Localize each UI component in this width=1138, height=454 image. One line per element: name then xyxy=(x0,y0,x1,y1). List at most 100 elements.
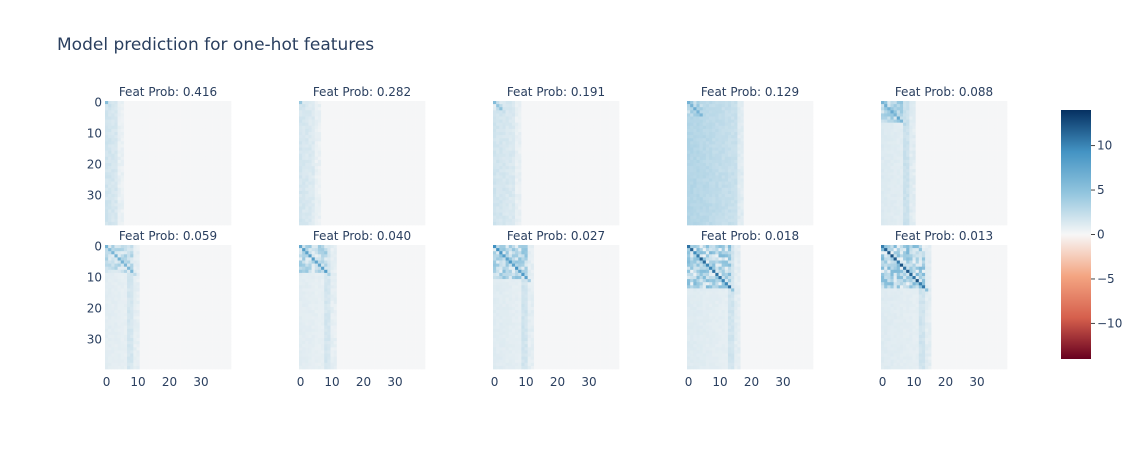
heatmap-cell xyxy=(117,116,122,120)
heatmap-cell xyxy=(324,116,328,120)
heatmap-cell xyxy=(221,163,226,167)
heatmap-cell xyxy=(130,209,134,213)
heatmap-cell xyxy=(521,113,525,117)
heatmap-cell xyxy=(202,206,207,210)
heatmap-cell xyxy=(299,221,303,226)
heatmap-cell xyxy=(314,163,319,167)
heatmap-cell xyxy=(499,147,503,151)
heatmap-cell xyxy=(603,150,607,155)
heatmap-cell xyxy=(349,159,353,164)
heatmap-cell xyxy=(227,190,232,195)
heatmap-cell xyxy=(524,159,528,164)
heatmap-cell xyxy=(581,172,585,176)
heatmap-cell xyxy=(590,181,595,186)
heatmap-cell xyxy=(562,138,566,142)
heatmap-cell xyxy=(518,206,522,210)
heatmap-cell xyxy=(117,156,122,161)
heatmap-cell xyxy=(362,200,366,204)
heatmap-cell xyxy=(164,116,169,120)
heatmap-cell xyxy=(415,125,420,130)
heatmap-cell xyxy=(399,212,404,217)
heatmap-cell xyxy=(740,101,745,105)
heatmap-cell xyxy=(502,218,506,223)
heatmap-cell xyxy=(221,175,226,179)
heatmap-cell xyxy=(493,156,497,161)
heatmap-cell xyxy=(387,169,391,173)
heatmap-cell xyxy=(212,218,216,223)
heatmap-cell xyxy=(324,153,328,158)
heatmap-cell xyxy=(590,144,595,148)
heatmap-cell xyxy=(606,122,610,127)
heatmap-cell xyxy=(168,116,172,120)
heatmap-cell xyxy=(308,104,312,108)
heatmap-cell xyxy=(724,101,729,105)
heatmap-cell xyxy=(556,181,560,186)
heatmap-cell xyxy=(374,135,379,139)
heatmap-cell xyxy=(177,135,181,139)
heatmap-cell xyxy=(221,184,226,189)
heatmap-cell xyxy=(546,153,551,158)
heatmap-cell xyxy=(603,175,607,179)
heatmap-cell xyxy=(387,178,391,182)
heatmap-cell xyxy=(212,128,216,133)
heatmap-cell xyxy=(565,206,569,210)
heatmap-cell xyxy=(168,128,172,133)
heatmap-cell xyxy=(578,212,582,217)
heatmap-cell xyxy=(540,175,544,179)
heatmap-cell xyxy=(584,128,588,133)
heatmap-cell xyxy=(355,209,360,213)
heatmap-cell xyxy=(546,135,551,139)
heatmap-cell xyxy=(499,113,503,117)
heatmap-cell xyxy=(399,156,404,161)
heatmap-cell xyxy=(193,141,197,145)
heatmap-cell xyxy=(508,125,513,130)
heatmap-cell xyxy=(127,221,131,226)
heatmap-cell xyxy=(396,116,401,120)
heatmap-cell xyxy=(346,159,350,164)
heatmap-cell xyxy=(537,215,541,220)
heatmap-cell xyxy=(365,187,369,192)
heatmap-cell xyxy=(158,197,163,201)
heatmap-cell xyxy=(371,147,375,151)
heatmap-cell xyxy=(584,194,588,198)
heatmap-cell xyxy=(161,212,166,217)
heatmap-cell xyxy=(202,104,207,108)
heatmap-cell xyxy=(562,194,566,198)
heatmap-cell xyxy=(390,135,394,139)
heatmap-cell xyxy=(171,110,175,114)
heatmap-cell xyxy=(149,163,153,167)
heatmap-cell xyxy=(139,206,144,210)
heatmap-cell xyxy=(794,110,798,114)
heatmap-cell xyxy=(352,144,357,148)
heatmap-cell xyxy=(374,169,379,173)
heatmap-cell xyxy=(518,178,522,182)
heatmap-cell xyxy=(502,159,506,164)
heatmap-cell xyxy=(412,110,416,114)
heatmap-cell xyxy=(399,190,404,195)
heatmap-cell xyxy=(355,218,360,223)
heatmap-cell xyxy=(371,172,375,176)
heatmap-cell xyxy=(136,187,140,192)
heatmap-cell xyxy=(421,150,426,155)
heatmap-cell xyxy=(120,190,125,195)
heatmap-cell xyxy=(502,107,506,111)
heatmap-cell xyxy=(324,110,328,114)
heatmap-cell xyxy=(402,212,407,217)
heatmap-cell xyxy=(412,172,416,176)
heatmap-cell xyxy=(368,209,372,213)
heatmap-cell xyxy=(314,150,319,155)
heatmap-cell xyxy=(205,212,210,217)
heatmap-cell xyxy=(343,181,347,186)
heatmap-cell xyxy=(321,218,325,223)
heatmap-cell xyxy=(518,218,522,223)
heatmap-cell xyxy=(571,187,576,192)
heatmap-cell xyxy=(596,159,601,164)
heatmap-cell xyxy=(174,218,178,223)
heatmap-cell xyxy=(343,138,347,142)
heatmap-cell xyxy=(168,119,172,124)
heatmap-cell xyxy=(142,184,147,189)
heatmap-cell xyxy=(609,218,614,223)
heatmap-cell xyxy=(324,150,328,155)
heatmap-cell xyxy=(518,107,522,111)
heatmap-cell xyxy=(346,215,350,220)
